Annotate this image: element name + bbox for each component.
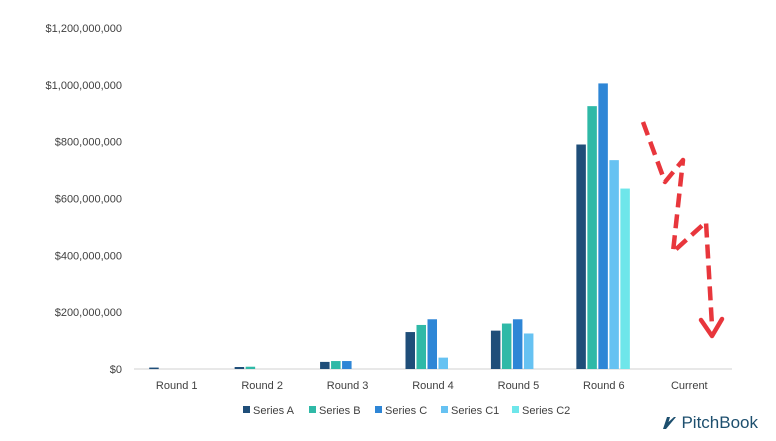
x-tick-label: Round 5 — [498, 380, 540, 392]
decline-arrow-path — [640, 121, 715, 327]
bar — [320, 361, 330, 369]
bar — [523, 333, 534, 369]
bar — [405, 332, 415, 369]
legend-swatch — [243, 406, 250, 413]
legend-swatch — [512, 406, 519, 413]
decline-arrow-annotation — [640, 121, 725, 339]
legend: Series A Series B Series C Series C1 Series … — [243, 405, 570, 417]
bar — [609, 160, 619, 369]
y-tick-label: $1,200,000,000 — [46, 23, 122, 35]
legend-label: Series C1 — [451, 405, 499, 417]
legend-swatch — [309, 406, 316, 413]
legend-swatch — [375, 406, 382, 413]
bar — [490, 330, 501, 369]
brand-name: PitchBook — [681, 413, 758, 432]
bar — [342, 361, 352, 369]
bar — [427, 319, 437, 369]
pitchbook-mark-icon — [663, 417, 677, 429]
bar — [438, 357, 448, 369]
y-tick-label: $0 — [110, 364, 122, 376]
y-tick-label: $1,000,000,000 — [46, 80, 122, 92]
y-tick-label: $200,000,000 — [55, 307, 122, 319]
y-tick-label: $600,000,000 — [55, 194, 122, 206]
bars — [149, 83, 630, 370]
legend-label: Series B — [319, 405, 361, 417]
bar — [149, 367, 159, 370]
x-tick-label: Round 3 — [327, 380, 369, 392]
bar — [331, 361, 341, 369]
bar — [245, 366, 256, 369]
pitchbook-logo: PitchBook — [661, 413, 758, 433]
y-axis: $0 $200,000,000 $400,000,000 $600,000,000 $8… — [46, 23, 122, 376]
x-tick-label: Round 2 — [241, 380, 283, 392]
x-tick-label: Round 4 — [412, 380, 454, 392]
legend-swatch — [441, 406, 448, 413]
bar — [587, 106, 597, 369]
y-tick-label: $800,000,000 — [55, 137, 122, 149]
decline-arrow-head — [698, 316, 725, 339]
x-axis: Round 1 Round 2 Round 3 Round 4 Round 5 Round… — [156, 380, 708, 392]
y-tick-label: $400,000,000 — [55, 250, 122, 262]
bar — [501, 323, 512, 369]
bar — [234, 367, 245, 369]
bar — [512, 319, 523, 369]
x-tick-label: Current — [671, 380, 708, 392]
bar — [598, 83, 608, 369]
x-tick-label: Round 1 — [156, 380, 198, 392]
legend-label: Series C2 — [522, 405, 570, 417]
bar — [576, 144, 586, 369]
legend-label: Series A — [253, 405, 295, 417]
bar — [620, 188, 630, 369]
x-tick-label: Round 6 — [583, 380, 625, 392]
bar — [416, 324, 426, 369]
legend-label: Series C — [385, 405, 427, 417]
